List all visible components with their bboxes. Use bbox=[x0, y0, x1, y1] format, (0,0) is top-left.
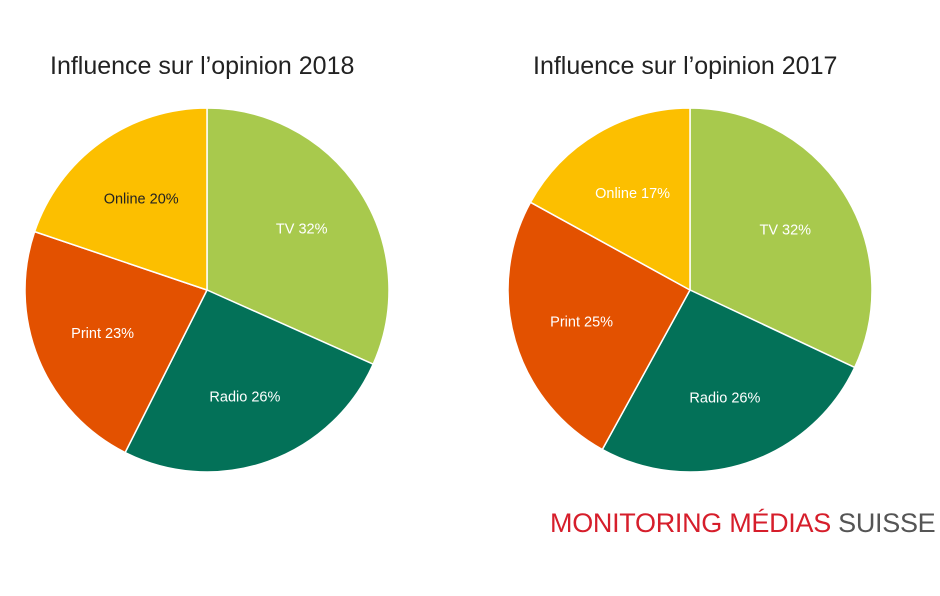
pie-slice-tv-2018 bbox=[206, 107, 390, 366]
chart-title-2017: Influence sur l’opinion 2017 bbox=[533, 52, 838, 80]
pie-slice-print-2017 bbox=[507, 201, 692, 451]
pie-slice-tv-2017 bbox=[689, 107, 873, 369]
pie-label-tv-2018: TV 32% bbox=[276, 222, 328, 238]
pie-label-online-2018: Online 20% bbox=[104, 191, 179, 207]
pie-label-print-2017: Print 25% bbox=[550, 315, 613, 331]
pie-slice-radio-2018 bbox=[124, 289, 375, 473]
pie-label-tv-2017: TV 32% bbox=[760, 223, 812, 239]
pie-svg-2017: TV 32% Radio 26% Print 25% Online 17% bbox=[507, 107, 873, 473]
pie-label-online-2017: Online 17% bbox=[595, 186, 670, 202]
pie-chart-2018: Influence sur l’opinion 2018 TV 32% Radio… bbox=[0, 0, 470, 500]
pie-label-print-2018: Print 23% bbox=[71, 326, 134, 342]
pie-svg-2018: TV 32% Radio 26% Print 23% Online 20% bbox=[24, 107, 390, 473]
pie-slice-online-2018 bbox=[33, 107, 208, 292]
pie-label-radio-2017: Radio 26% bbox=[689, 390, 760, 406]
pie-chart-2017: Influence sur l’opinion 2017 TV 32% Radio… bbox=[470, 0, 940, 500]
brand-logo: MONITORING MÉDIAS SUISSE bbox=[550, 508, 936, 539]
brand-text-primary: MONITORING MÉDIAS bbox=[550, 508, 831, 538]
chart-title-2018: Influence sur l’opinion 2018 bbox=[50, 52, 355, 80]
pie-slice-online-2017 bbox=[529, 107, 691, 292]
pie-slice-print-2018 bbox=[24, 230, 209, 454]
brand-text-secondary: SUISSE bbox=[838, 508, 936, 538]
pie-label-radio-2018: Radio 26% bbox=[209, 389, 280, 405]
